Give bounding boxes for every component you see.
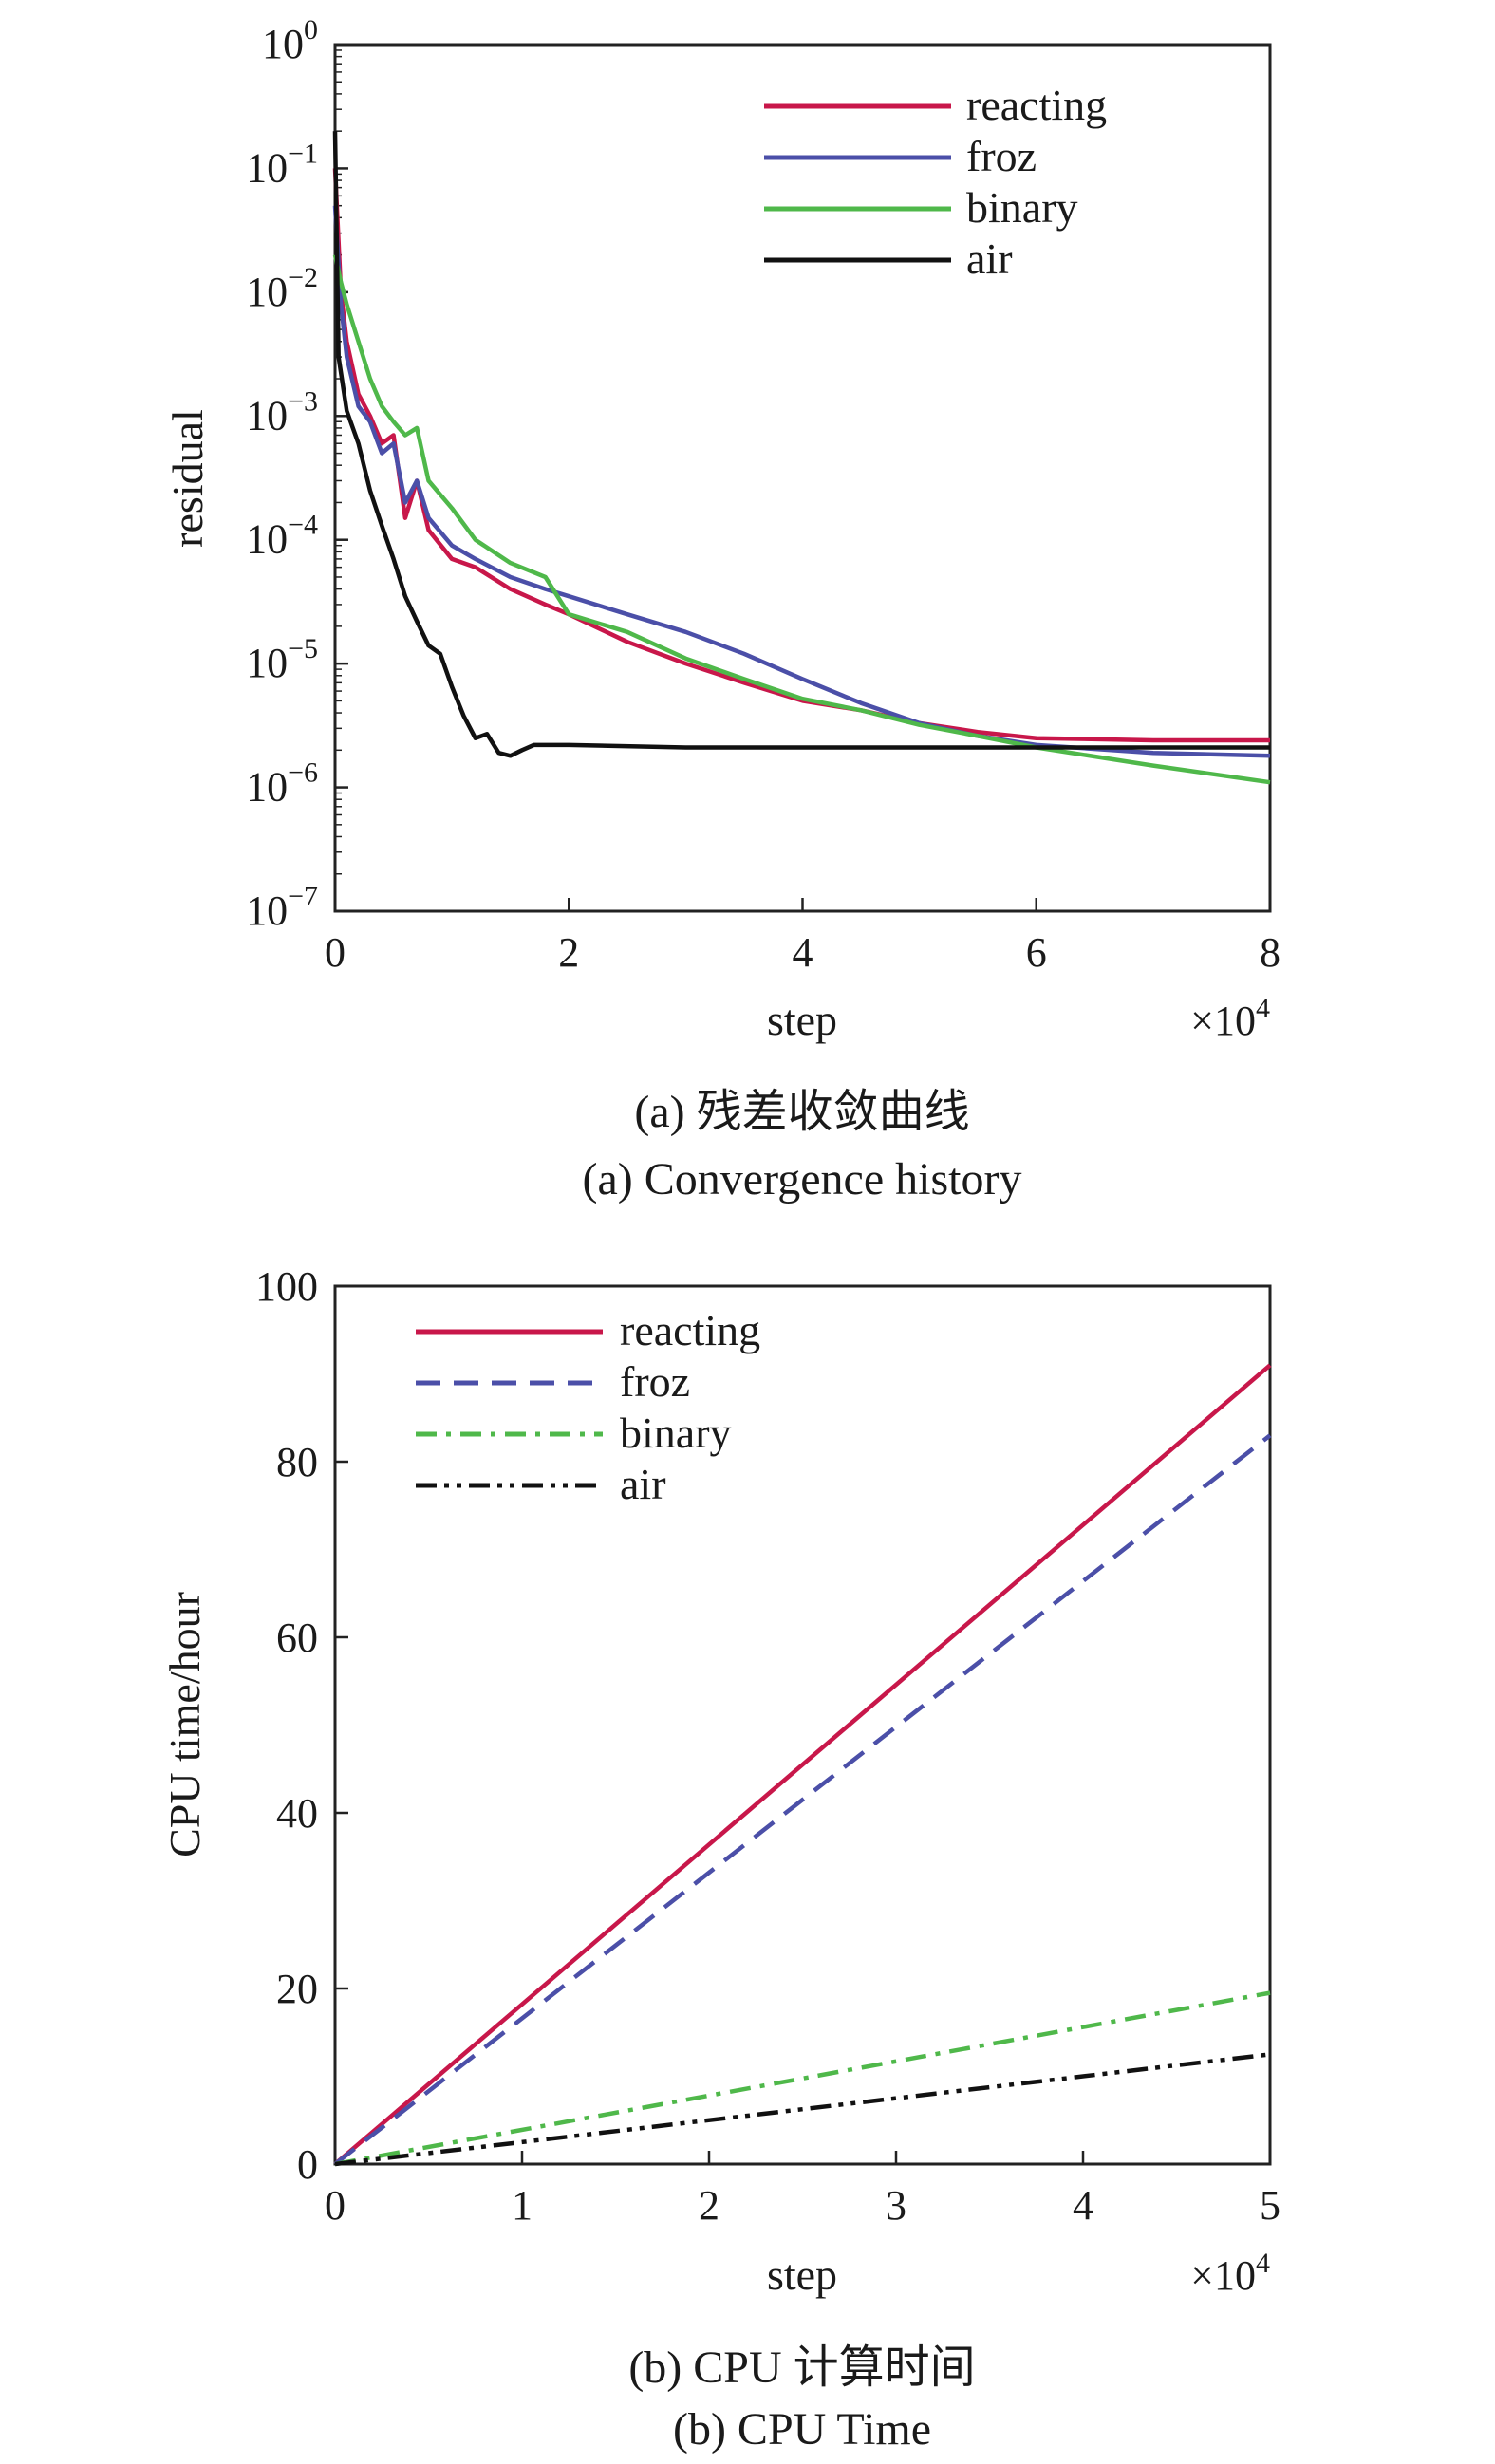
y-tick-label: 10−4 [246,510,318,563]
x-tick-label: 3 [886,2182,906,2229]
x-tick-label: 4 [793,929,813,976]
x-tick-label: 2 [558,929,579,976]
caption-english: (b) CPU Time [673,2404,931,2455]
legend-label-froz: froz [966,132,1037,180]
x-axis-label: step [767,996,837,1044]
x-axis-label: step [767,2250,837,2299]
series-line-binary [332,254,1271,785]
y-tick-label: 100 [262,14,318,67]
x-tick-label: 8 [1260,929,1280,976]
x-tick-label: 2 [699,2182,719,2229]
plot-frame [333,43,1272,913]
plot-frame [333,1284,1272,2166]
legend-label-binary: binary [966,183,1078,232]
y-tick-label: 40 [276,1790,318,1837]
y-tick-label: 10−7 [246,881,318,934]
x-axis-ticks: 0 1 2 3 4 5 [325,2151,1280,2229]
y-tick-label: 10−5 [246,633,318,686]
y-tick-label: 0 [297,2141,318,2188]
legend-label-binary: binary [620,1409,732,1457]
caption-english: (a) Convergence history [583,1154,1022,1204]
x-tick-label: 0 [325,929,346,976]
y-tick-label: 10−2 [246,262,318,315]
x-tick-label: 6 [1026,929,1047,976]
legend-label-froz: froz [620,1357,690,1406]
series-line-air [332,131,1270,758]
x-tick-label: 1 [512,2182,533,2229]
cpu-time-chart: 0 20 40 60 80 100 0 1 2 3 4 5 reactingfrozbinaryai… [160,1263,1280,2455]
x-multiplier: ×104 [1190,2248,1270,2299]
y-tick-label: 10−6 [246,757,318,811]
y-tick-label: 10−1 [246,138,318,191]
y-tick-label: 80 [276,1439,318,1485]
legend-label-air: air [966,234,1013,283]
series-line-binary [334,1990,1271,2167]
x-tick-label: 0 [325,2182,346,2229]
legend-label-reacting: reacting [966,81,1107,129]
y-axis-ticks: 100 10−1 10−2 10−3 10−4 10−5 10−6 10−7 [246,14,348,934]
convergence-chart: 100 10−1 10−2 10−3 10−4 10−5 10−6 10−7 0 2 4 6 8 re… [163,14,1280,1204]
series-lines [332,131,1271,785]
y-axis-label: residual [163,409,212,548]
x-tick-label: 4 [1073,2182,1093,2229]
legend-label-air: air [620,1460,666,1508]
series-line-froz [333,1433,1272,2166]
y-tick-label: 100 [255,1263,318,1310]
caption-chinese: (b) CPU 计算时间 [628,2343,975,2393]
y-tick-label: 20 [276,1966,318,2012]
x-axis-ticks: 0 2 4 6 8 [325,898,1280,976]
series-lines [333,1363,1272,2167]
y-axis-label: CPU time/hour [160,1592,209,1857]
x-multiplier: ×104 [1190,993,1270,1044]
series-line-reacting [332,168,1270,743]
y-axis-ticks: 0 20 40 60 80 100 [255,1263,348,2188]
legend-label-reacting: reacting [620,1306,760,1354]
series-line-froz [332,205,1271,758]
x-tick-label: 5 [1260,2182,1280,2229]
series-line-air [334,2052,1271,2167]
series-line-reacting [333,1363,1272,2166]
y-tick-label: 60 [276,1615,318,1661]
caption-chinese: (a) 残差收敛曲线 [634,1087,969,1137]
y-tick-label: 10−3 [246,385,318,439]
